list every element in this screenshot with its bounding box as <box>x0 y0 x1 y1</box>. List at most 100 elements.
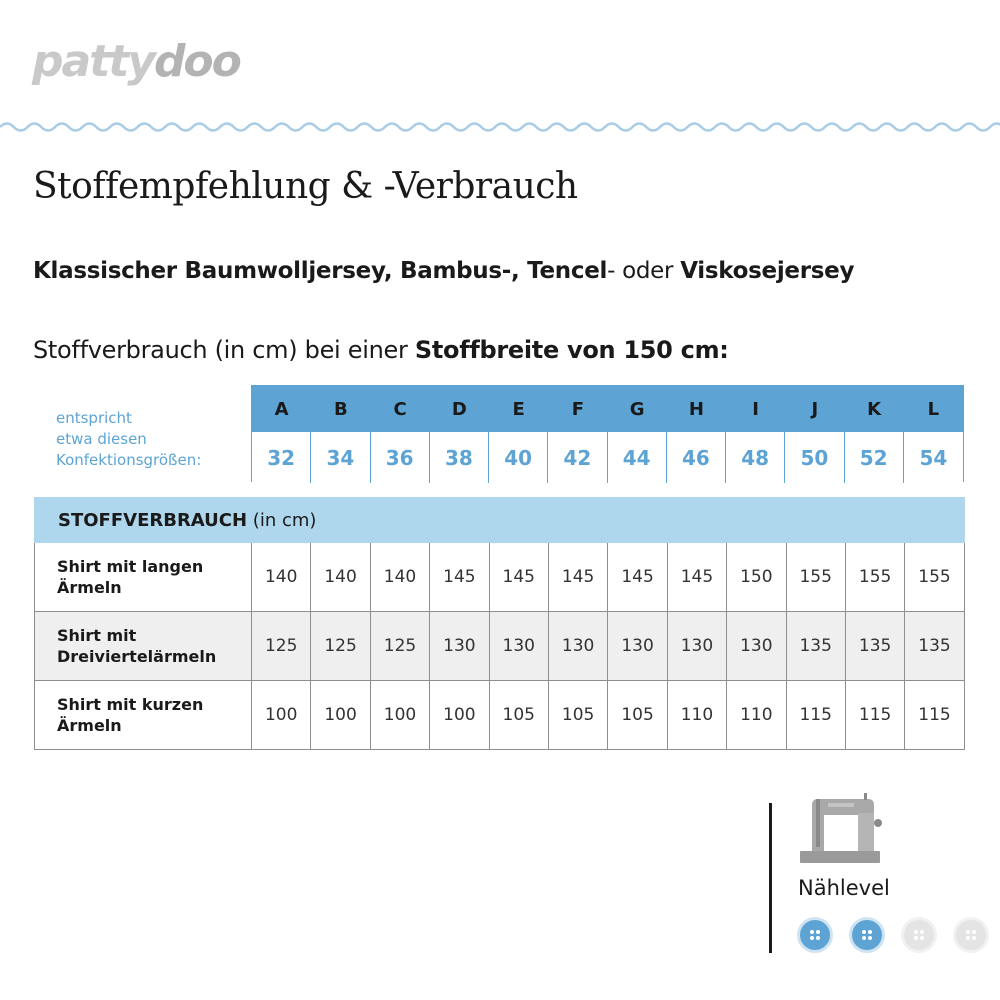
size-letter: B <box>311 386 371 432</box>
size-letter: C <box>370 386 430 432</box>
level-label: Nählevel <box>798 876 890 900</box>
brand-logo: pattydoo <box>32 40 242 84</box>
row-label-line1: Shirt mit kurzen <box>57 695 204 714</box>
table-header-unit: (in cm) <box>247 509 317 531</box>
table-row: Shirt mit Dreiviertelärmeln 125 125 125 130 13… <box>34 611 965 681</box>
row-label-line2: Ärmeln <box>57 578 122 597</box>
usage-cell: 140 <box>369 542 431 612</box>
table-header-row: STOFFVERBRAUCH (in cm) <box>34 497 965 543</box>
usage-cell: 105 <box>607 680 668 750</box>
usage-cell: 125 <box>369 611 431 681</box>
sewing-level-rating <box>797 917 989 953</box>
usage-cell: 125 <box>310 611 371 681</box>
button-icon <box>953 917 989 953</box>
usage-cell: 135 <box>904 611 965 681</box>
size-grid: A B C D E F G H I J K L 32 34 36 38 40 42 44 46 48 50 52 54 <box>251 385 964 483</box>
button-icon <box>849 917 885 953</box>
button-icon <box>901 917 937 953</box>
brand-logo-part1: patty <box>32 36 156 87</box>
page-title: Stoffempfehlung & -Verbrauch <box>33 166 578 207</box>
usage-cell: 100 <box>310 680 371 750</box>
size-number: 48 <box>726 432 786 483</box>
usage-cell: 145 <box>547 542 609 612</box>
size-number: 42 <box>548 432 608 483</box>
row-label: Shirt mit Dreiviertelärmeln <box>34 611 252 681</box>
usage-cell: 105 <box>488 680 549 750</box>
button-icon <box>797 917 833 953</box>
fabric-usage-table: STOFFVERBRAUCH (in cm) Shirt mit langen Ä… <box>34 497 965 750</box>
usage-heading-text: Stoffverbrauch (in cm) bei einer <box>33 336 415 364</box>
usage-cell: 150 <box>726 542 787 612</box>
size-number: 44 <box>607 432 667 483</box>
usage-cell: 155 <box>844 542 906 612</box>
size-label: entspricht etwa diesen Konfektionsgrößen… <box>56 408 201 471</box>
row-label-line2: Ärmeln <box>57 716 122 735</box>
usage-cell: 100 <box>369 680 431 750</box>
usage-cell: 115 <box>785 680 846 750</box>
row-label: Shirt mit langen Ärmeln <box>34 542 252 612</box>
brand-logo-part2: doo <box>153 36 242 87</box>
fabric-list: Klassischer Baumwolljersey, Bambus-, <box>33 258 528 284</box>
size-letter: I <box>726 386 786 432</box>
size-number: 40 <box>489 432 549 483</box>
size-letter: J <box>785 386 845 432</box>
usage-cell: 130 <box>607 611 668 681</box>
size-letter: K <box>844 386 904 432</box>
size-number: 32 <box>252 432 312 483</box>
usage-cell: 130 <box>726 611 787 681</box>
size-letter: G <box>607 386 667 432</box>
table-row: Shirt mit langen Ärmeln 140 140 140 145 145 145… <box>34 542 965 612</box>
size-label-line3: Konfektionsgrößen: <box>56 451 202 469</box>
fabric-recommendation: Klassischer Baumwolljersey, Bambus-, Ten… <box>33 258 854 284</box>
fabric-tencel: Tencel <box>527 258 608 284</box>
usage-cell: 140 <box>250 542 312 612</box>
usage-cell: 115 <box>904 680 965 750</box>
usage-cell: 110 <box>726 680 787 750</box>
size-number: 50 <box>785 432 845 483</box>
row-label: Shirt mit kurzen Ärmeln <box>34 680 252 750</box>
size-letter: D <box>429 386 489 432</box>
usage-heading-width: Stoffbreite von 150 cm: <box>414 336 729 364</box>
fabric-viscose: Viskosejersey <box>680 258 855 284</box>
level-divider <box>769 803 772 953</box>
size-letter: F <box>548 386 608 432</box>
usage-cell: 105 <box>547 680 609 750</box>
usage-cell: 145 <box>607 542 668 612</box>
sewing-machine-icon <box>800 793 882 863</box>
usage-cell: 155 <box>785 542 846 612</box>
size-label-line2: etwa diesen <box>56 430 147 448</box>
usage-cell: 145 <box>666 542 728 612</box>
size-letter: L <box>903 386 963 432</box>
size-number: 38 <box>429 432 489 483</box>
table-row: Shirt mit kurzen Ärmeln 100 100 100 100 105 105… <box>34 680 965 750</box>
usage-cell: 130 <box>547 611 609 681</box>
wave-divider <box>0 122 1000 132</box>
usage-cell: 135 <box>785 611 846 681</box>
fabric-separator: - oder <box>607 258 681 284</box>
usage-cell: 155 <box>904 542 965 612</box>
row-label-line2: Dreiviertelärmeln <box>57 647 217 666</box>
size-number: 46 <box>666 432 726 483</box>
usage-cell: 125 <box>250 611 312 681</box>
size-letter: A <box>252 386 312 432</box>
usage-cell: 145 <box>488 542 549 612</box>
row-label-line1: Shirt mit langen <box>57 557 204 576</box>
size-number: 34 <box>311 432 371 483</box>
size-number: 52 <box>844 432 904 483</box>
table-header: STOFFVERBRAUCH (in cm) <box>34 497 965 543</box>
usage-cell: 100 <box>429 680 490 750</box>
size-label-line1: entspricht <box>56 409 132 427</box>
usage-cell: 130 <box>429 611 490 681</box>
usage-cell: 110 <box>666 680 728 750</box>
usage-cell: 130 <box>488 611 549 681</box>
usage-cell: 135 <box>844 611 906 681</box>
usage-cell: 145 <box>429 542 490 612</box>
size-number: 54 <box>903 432 963 483</box>
table-header-title: STOFFVERBRAUCH <box>58 509 248 531</box>
usage-cell: 115 <box>844 680 906 750</box>
usage-cell: 130 <box>666 611 728 681</box>
size-number: 36 <box>370 432 430 483</box>
row-label-line1: Shirt mit <box>57 626 137 645</box>
size-letter: E <box>489 386 549 432</box>
size-letter: H <box>666 386 726 432</box>
